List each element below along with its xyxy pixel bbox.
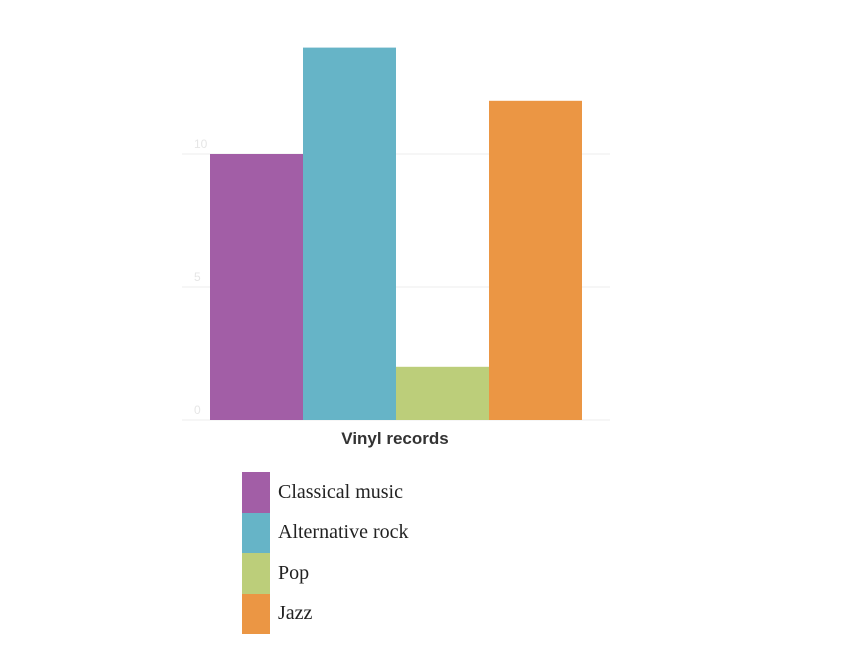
legend-item: Classical music bbox=[242, 472, 409, 513]
legend-label: Jazz bbox=[278, 602, 313, 625]
y-tick-label: 0 bbox=[194, 403, 201, 417]
legend-item: Pop bbox=[242, 553, 409, 594]
y-tick-label: 10 bbox=[194, 137, 208, 151]
legend-swatch bbox=[242, 593, 270, 634]
bar-jazz bbox=[489, 100, 582, 421]
y-axis-ticks: 0 5 10 bbox=[194, 137, 208, 417]
bar-pop bbox=[396, 366, 489, 420]
legend-item: Alternative rock bbox=[242, 512, 409, 553]
legend-item: Jazz bbox=[242, 593, 409, 634]
bar-classical-music bbox=[210, 154, 303, 420]
legend: Classical music Alternative rock Pop Jazz bbox=[242, 472, 409, 634]
legend-label: Pop bbox=[278, 561, 310, 584]
bar-alternative-rock bbox=[303, 47, 396, 420]
legend-swatch bbox=[242, 472, 270, 513]
legend-label: Classical music bbox=[278, 480, 403, 503]
legend-label: Alternative rock bbox=[278, 521, 409, 544]
bars bbox=[210, 47, 582, 421]
y-tick-label: 5 bbox=[194, 270, 201, 284]
legend-swatch bbox=[242, 512, 270, 553]
legend-swatch bbox=[242, 553, 270, 594]
x-axis-label: Vinyl records bbox=[341, 429, 448, 448]
